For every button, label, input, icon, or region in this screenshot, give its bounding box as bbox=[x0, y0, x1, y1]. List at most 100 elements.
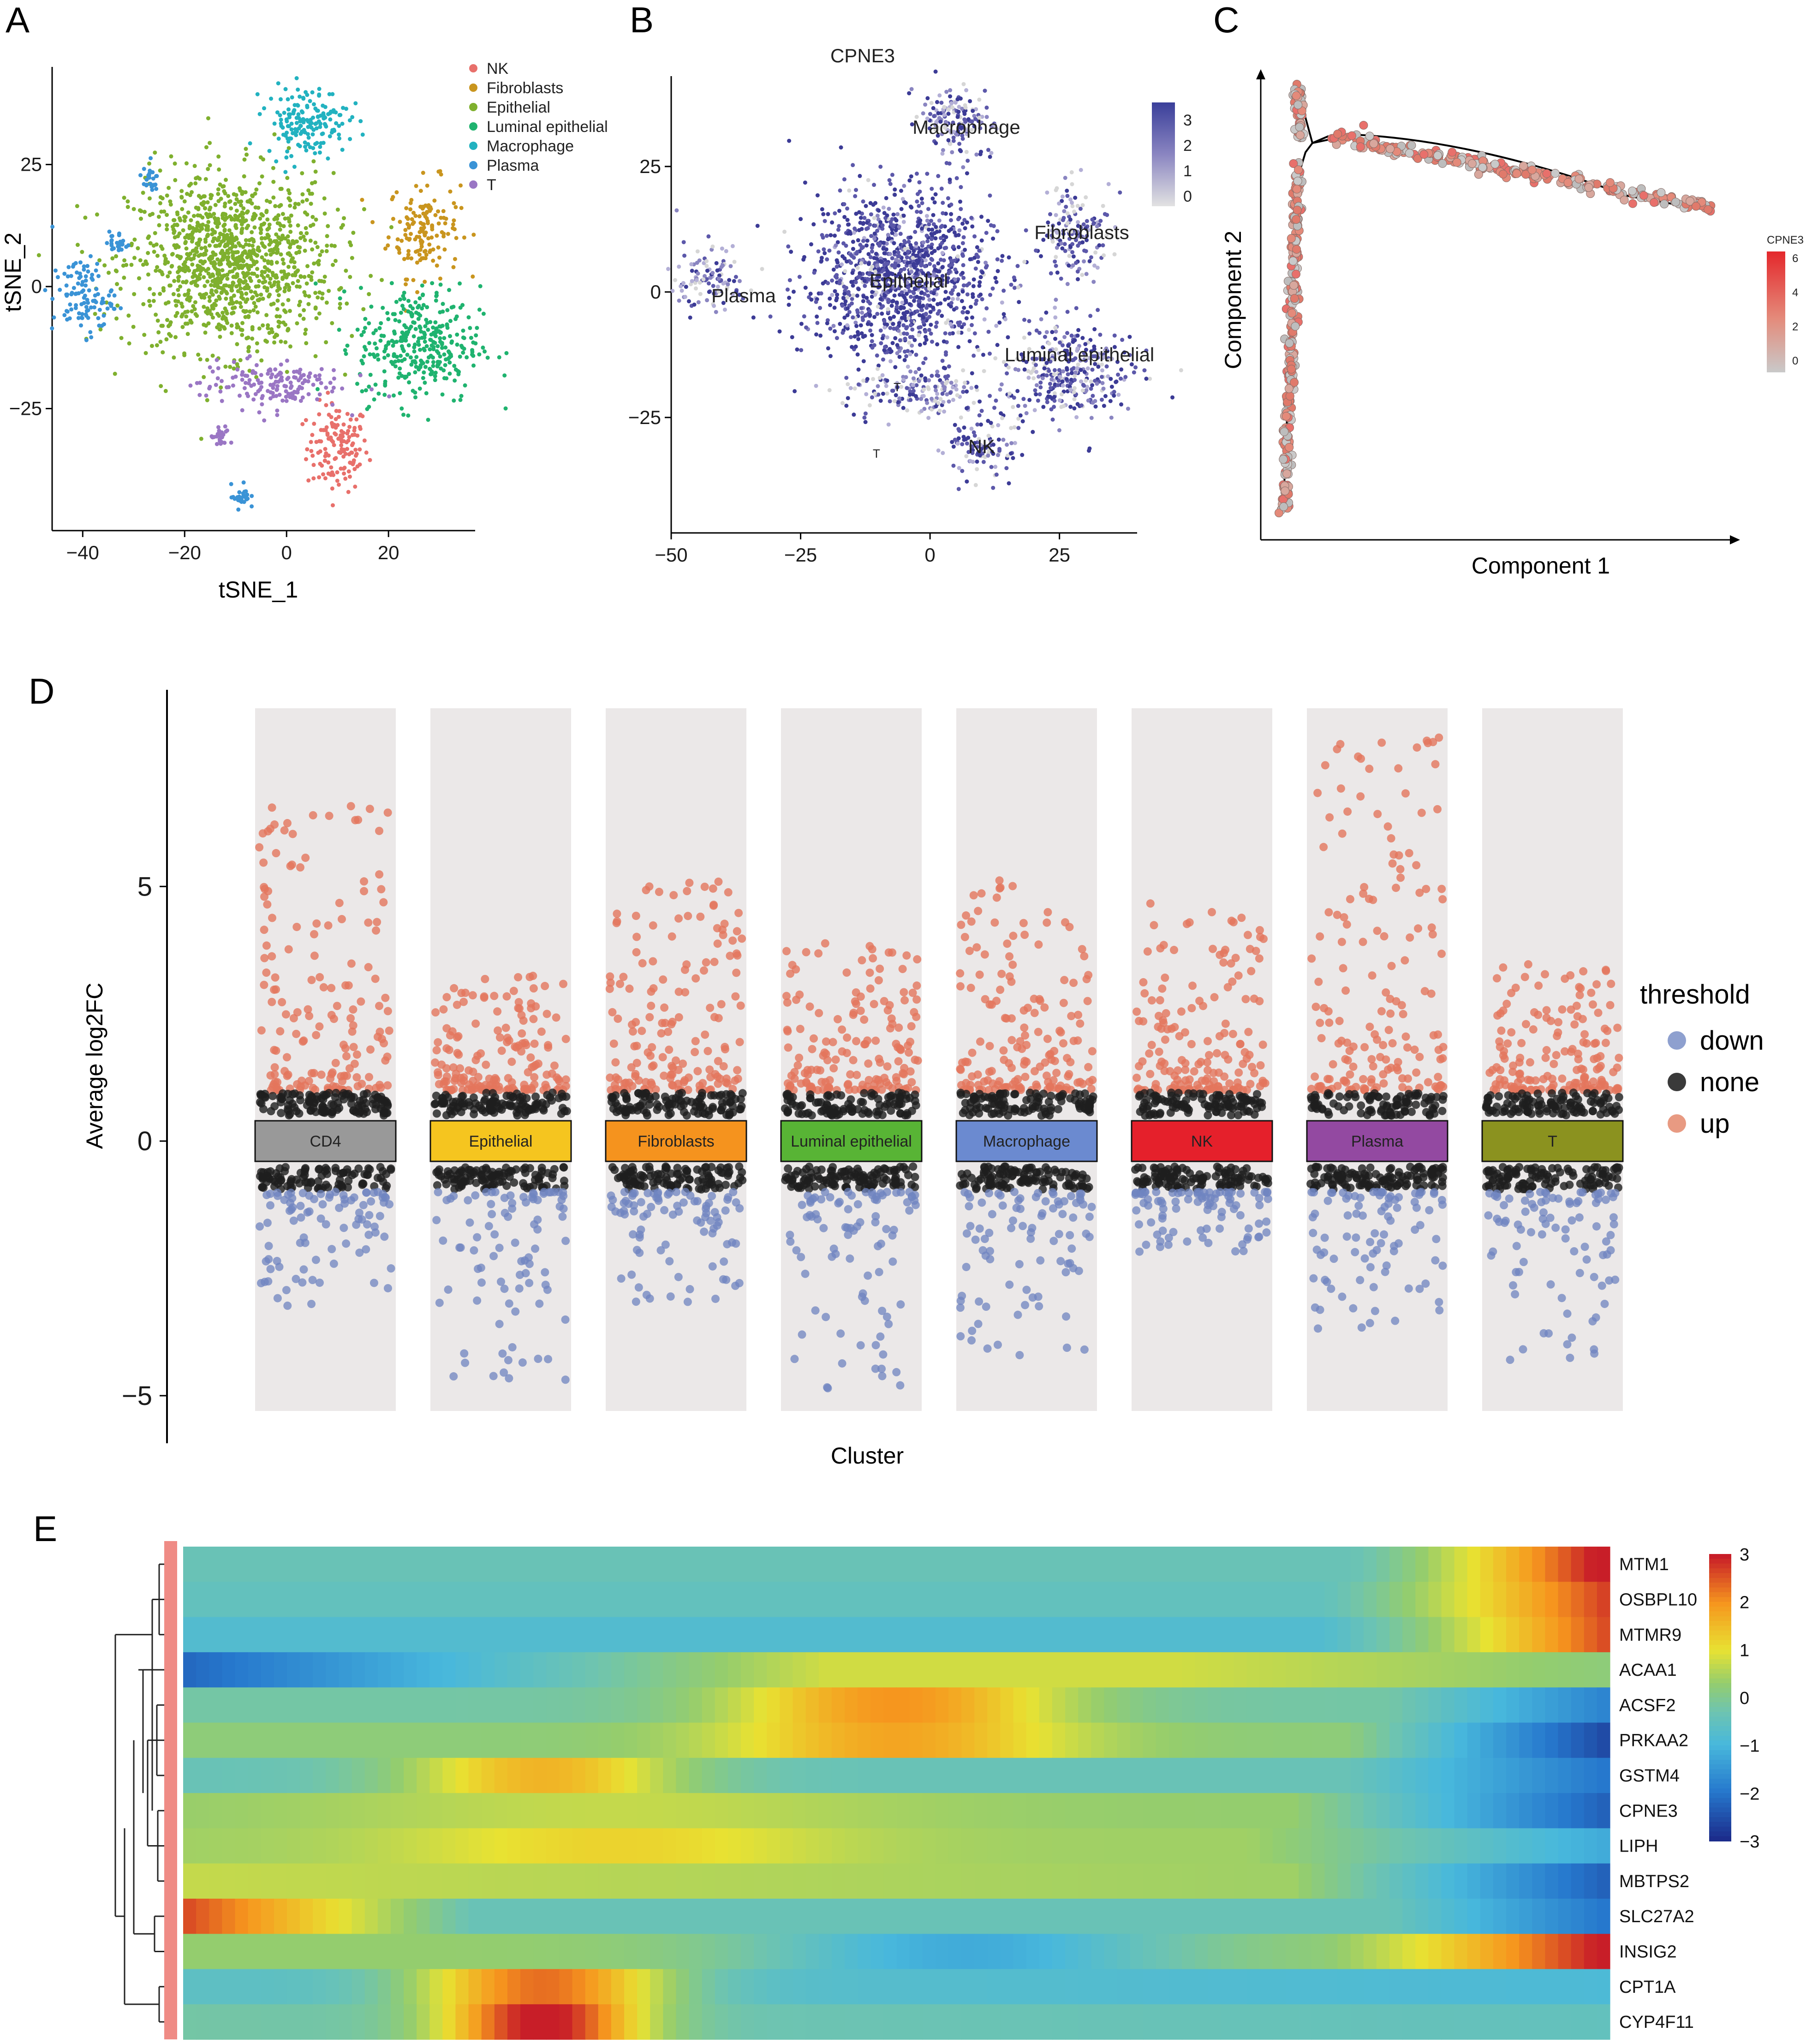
a-point bbox=[165, 193, 169, 198]
b-point bbox=[867, 403, 872, 407]
b-point bbox=[1027, 398, 1032, 402]
c-point bbox=[1282, 469, 1292, 478]
a-point bbox=[285, 274, 289, 279]
a-point bbox=[215, 257, 220, 262]
b-colorbar-tick-label: 0 bbox=[1183, 188, 1192, 205]
b-point bbox=[872, 183, 876, 187]
a-point bbox=[69, 307, 74, 312]
b-point bbox=[901, 305, 906, 310]
a-point bbox=[216, 268, 221, 273]
a-point bbox=[210, 256, 215, 261]
b-point bbox=[942, 339, 946, 344]
b-point bbox=[876, 304, 880, 309]
b-point bbox=[933, 69, 938, 74]
a-point bbox=[441, 209, 446, 214]
a-point bbox=[481, 345, 485, 350]
a-point bbox=[355, 327, 360, 332]
a-point bbox=[250, 194, 255, 198]
a-point bbox=[188, 383, 193, 388]
a-point bbox=[400, 304, 405, 308]
b-point bbox=[897, 349, 902, 353]
b-point bbox=[864, 204, 868, 209]
a-point bbox=[153, 183, 157, 187]
b-point bbox=[1080, 203, 1085, 208]
a-point bbox=[209, 312, 214, 317]
a-point bbox=[504, 351, 509, 355]
a-point bbox=[259, 227, 263, 232]
a-point bbox=[289, 121, 294, 126]
b-point bbox=[1071, 254, 1076, 259]
a-point bbox=[453, 367, 458, 372]
a-point bbox=[240, 321, 245, 325]
b-point bbox=[1074, 306, 1079, 311]
a-point bbox=[274, 394, 279, 398]
b-point bbox=[864, 243, 869, 248]
b-point bbox=[1068, 217, 1073, 222]
a-point bbox=[239, 500, 244, 504]
b-point bbox=[915, 199, 919, 204]
a-point bbox=[283, 87, 288, 91]
a-point bbox=[142, 167, 146, 171]
a-point bbox=[442, 336, 447, 341]
a-point bbox=[203, 330, 208, 335]
a-point bbox=[104, 300, 109, 305]
a-point bbox=[409, 362, 414, 367]
b-point bbox=[1053, 305, 1057, 310]
a-point bbox=[310, 454, 315, 458]
a-point bbox=[218, 335, 222, 339]
a-point bbox=[286, 264, 291, 269]
a-point bbox=[223, 365, 228, 369]
a-point bbox=[151, 292, 156, 297]
a-point bbox=[404, 374, 409, 379]
b-point bbox=[969, 215, 974, 220]
a-point bbox=[172, 218, 177, 222]
a-point bbox=[283, 170, 288, 174]
b-point bbox=[1112, 333, 1117, 338]
b-point bbox=[901, 378, 906, 383]
b-point bbox=[851, 239, 855, 244]
a-point bbox=[407, 327, 412, 331]
a-point bbox=[426, 418, 430, 422]
b-x-tick-label: 25 bbox=[1049, 544, 1070, 566]
a-point bbox=[167, 332, 172, 336]
a-point bbox=[329, 243, 334, 248]
a-point bbox=[272, 121, 277, 126]
a-point bbox=[364, 388, 368, 393]
a-point bbox=[350, 334, 354, 338]
a-point bbox=[314, 316, 319, 321]
b-point bbox=[941, 451, 945, 455]
b-point bbox=[878, 164, 883, 169]
a-point bbox=[293, 202, 298, 206]
b-point bbox=[1044, 373, 1049, 378]
a-point bbox=[50, 224, 55, 229]
b-point bbox=[891, 212, 896, 217]
a-point bbox=[379, 333, 384, 338]
a-point bbox=[431, 258, 435, 263]
b-point bbox=[836, 227, 840, 232]
a-point bbox=[324, 340, 328, 345]
b-point bbox=[815, 314, 819, 319]
a-point bbox=[326, 112, 330, 116]
b-point bbox=[930, 242, 934, 247]
b-point bbox=[826, 212, 830, 216]
b-point bbox=[931, 291, 936, 296]
a-point bbox=[77, 311, 81, 316]
a-point bbox=[205, 200, 210, 204]
a-point bbox=[245, 496, 250, 501]
a-point bbox=[368, 372, 373, 377]
a-point bbox=[266, 326, 270, 330]
a-point bbox=[222, 204, 227, 209]
a-point bbox=[188, 251, 193, 256]
a-point bbox=[219, 251, 223, 255]
a-point bbox=[264, 198, 269, 203]
c-point bbox=[1295, 123, 1304, 132]
a-point bbox=[257, 181, 262, 185]
b-point bbox=[1006, 365, 1011, 370]
a-point bbox=[256, 389, 261, 394]
a-point bbox=[276, 280, 280, 285]
a-point bbox=[221, 314, 226, 319]
a-point bbox=[274, 273, 278, 278]
b-point bbox=[878, 220, 883, 225]
a-point bbox=[244, 152, 249, 157]
b-point bbox=[1024, 228, 1028, 233]
